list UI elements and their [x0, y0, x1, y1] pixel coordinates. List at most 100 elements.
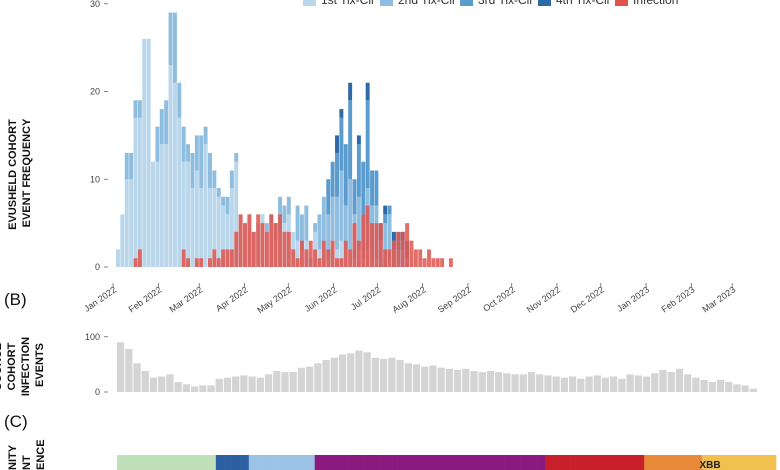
panel-c-strip-segment — [241, 455, 250, 470]
bar-infection — [291, 249, 295, 267]
panel-b-bar — [709, 382, 716, 392]
bar-infection — [326, 249, 330, 267]
panel-a-ytick-label: 0 — [95, 262, 100, 272]
panel-b-bar — [643, 377, 650, 392]
bar-2nd-tix-cil — [313, 223, 317, 232]
panel-c-strip-segment — [397, 455, 406, 470]
panel-b-bar — [577, 379, 584, 392]
bar-infection — [226, 249, 230, 267]
panel-b-bar — [150, 378, 157, 392]
bar-1st-tix-cil — [129, 179, 133, 267]
panel-c-strip-segment — [471, 455, 480, 470]
bar-4th-tix-cil — [383, 206, 387, 215]
panel-c-ylabel-fragment: NITY NT ENCE — [7, 439, 47, 470]
bar-2nd-tix-cil — [212, 170, 216, 188]
legend-swatch — [380, 0, 393, 6]
panel-b-bar — [725, 382, 732, 392]
panel-c-strip-segment — [611, 455, 620, 470]
panel-b-yaxis: 0100 — [85, 332, 108, 397]
bar-infection — [379, 223, 383, 267]
panel-b-bar — [536, 374, 543, 392]
bar-1st-tix-cil — [160, 144, 164, 267]
panel-b-bar — [380, 359, 387, 392]
panel-b-bar — [495, 372, 502, 392]
panel-c-strip-segment — [603, 455, 612, 470]
legend-label: 1st Tix-Cil — [321, 0, 374, 7]
bar-3rd-tix-cil — [344, 144, 348, 205]
panel-b-bar — [618, 379, 625, 392]
panel-b-bar — [717, 380, 724, 392]
bar-infection — [256, 214, 260, 267]
bar-2nd-tix-cil — [265, 223, 269, 232]
bar-infection — [138, 249, 142, 267]
bar-3rd-tix-cil — [366, 100, 370, 188]
panel-b-bar — [281, 372, 288, 392]
panel-a-xtick-label: Jul 2022 — [349, 284, 383, 312]
bar-4th-tix-cil — [366, 83, 370, 101]
panel-b-bar — [306, 367, 313, 392]
panel-c-strip-segment — [562, 455, 571, 470]
panel-c-strip-segment — [150, 455, 159, 470]
bar-1st-tix-cil — [134, 118, 138, 267]
panel-a-xtick-label: Dec 2022 — [569, 284, 606, 314]
panel-b-bar — [594, 375, 601, 392]
panel-c-strip-segment — [768, 455, 777, 470]
bar-1st-tix-cil — [151, 162, 155, 267]
panel-b-bar — [659, 370, 666, 392]
legend-label: 3rd Tix-Cil — [478, 0, 532, 7]
panel-b-bar — [429, 365, 436, 392]
legend-swatch — [615, 0, 628, 6]
panel-b-bar — [191, 386, 198, 392]
panel-a-ytick-label: 20 — [90, 87, 100, 97]
panel-b-bar — [421, 367, 428, 392]
bar-3rd-tix-cil — [388, 206, 392, 215]
bar-infection — [357, 241, 361, 267]
panel-c: (C) NITY NT ENCE XBB — [4, 412, 776, 470]
panel-c-strip-segment — [644, 455, 653, 470]
panel-b-ytick-label: 0 — [95, 387, 100, 397]
panel-c-strip-segment — [274, 455, 283, 470]
panel-c-strip-segment — [455, 455, 464, 470]
panel-b-bar — [290, 372, 297, 392]
bar-2nd-tix-cil — [195, 135, 199, 170]
panel-b-bar — [585, 377, 592, 392]
panel-c-strip-segment — [496, 455, 505, 470]
bar-2nd-tix-cil — [186, 144, 190, 162]
bar-3rd-tix-cil — [353, 179, 357, 214]
bar-infection — [221, 249, 225, 267]
bar-infection — [418, 249, 422, 267]
bar-infection — [309, 241, 313, 267]
panel-a-ytick-label: 10 — [90, 174, 100, 184]
bar-1st-tix-cil — [138, 118, 142, 267]
panel-a-ylabel: EVUSHELD COHORT EVENT FREQUENCY — [7, 116, 33, 230]
panel-c-strip-segment — [652, 455, 661, 470]
bar-1st-tix-cil — [169, 65, 173, 267]
bar-1st-tix-cil — [190, 188, 194, 267]
bar-2nd-tix-cil — [190, 153, 194, 188]
panel-c-strip-segment — [463, 455, 472, 470]
bar-infection — [182, 249, 186, 267]
bar-infection — [230, 249, 234, 267]
bar-1st-tix-cil — [173, 83, 177, 267]
legend-swatch — [303, 0, 316, 6]
panel-c-strip-segment — [265, 455, 274, 470]
panel-b-bar — [158, 377, 165, 392]
bar-4th-tix-cil — [348, 83, 352, 101]
bar-2nd-tix-cil — [182, 127, 186, 162]
panel-c-strip-segment — [356, 455, 365, 470]
panel-b-bar — [273, 371, 280, 392]
bar-infection — [134, 258, 138, 267]
panel-b-bar — [117, 342, 124, 392]
bar-2nd-tix-cil — [296, 206, 300, 241]
panel-b-bar — [610, 377, 617, 392]
panel-b-bar — [520, 374, 527, 392]
bar-infection — [287, 232, 291, 267]
panel-c-strip-segment — [488, 455, 497, 470]
bar-2nd-tix-cil — [177, 83, 181, 118]
bar-infection — [217, 258, 221, 267]
bar-infection — [247, 214, 251, 267]
panel-a-xtick-label: May 2022 — [255, 284, 293, 315]
panel-b-bar — [446, 369, 453, 392]
bar-4th-tix-cil — [357, 135, 361, 144]
panel-c-strip-segment — [323, 455, 332, 470]
